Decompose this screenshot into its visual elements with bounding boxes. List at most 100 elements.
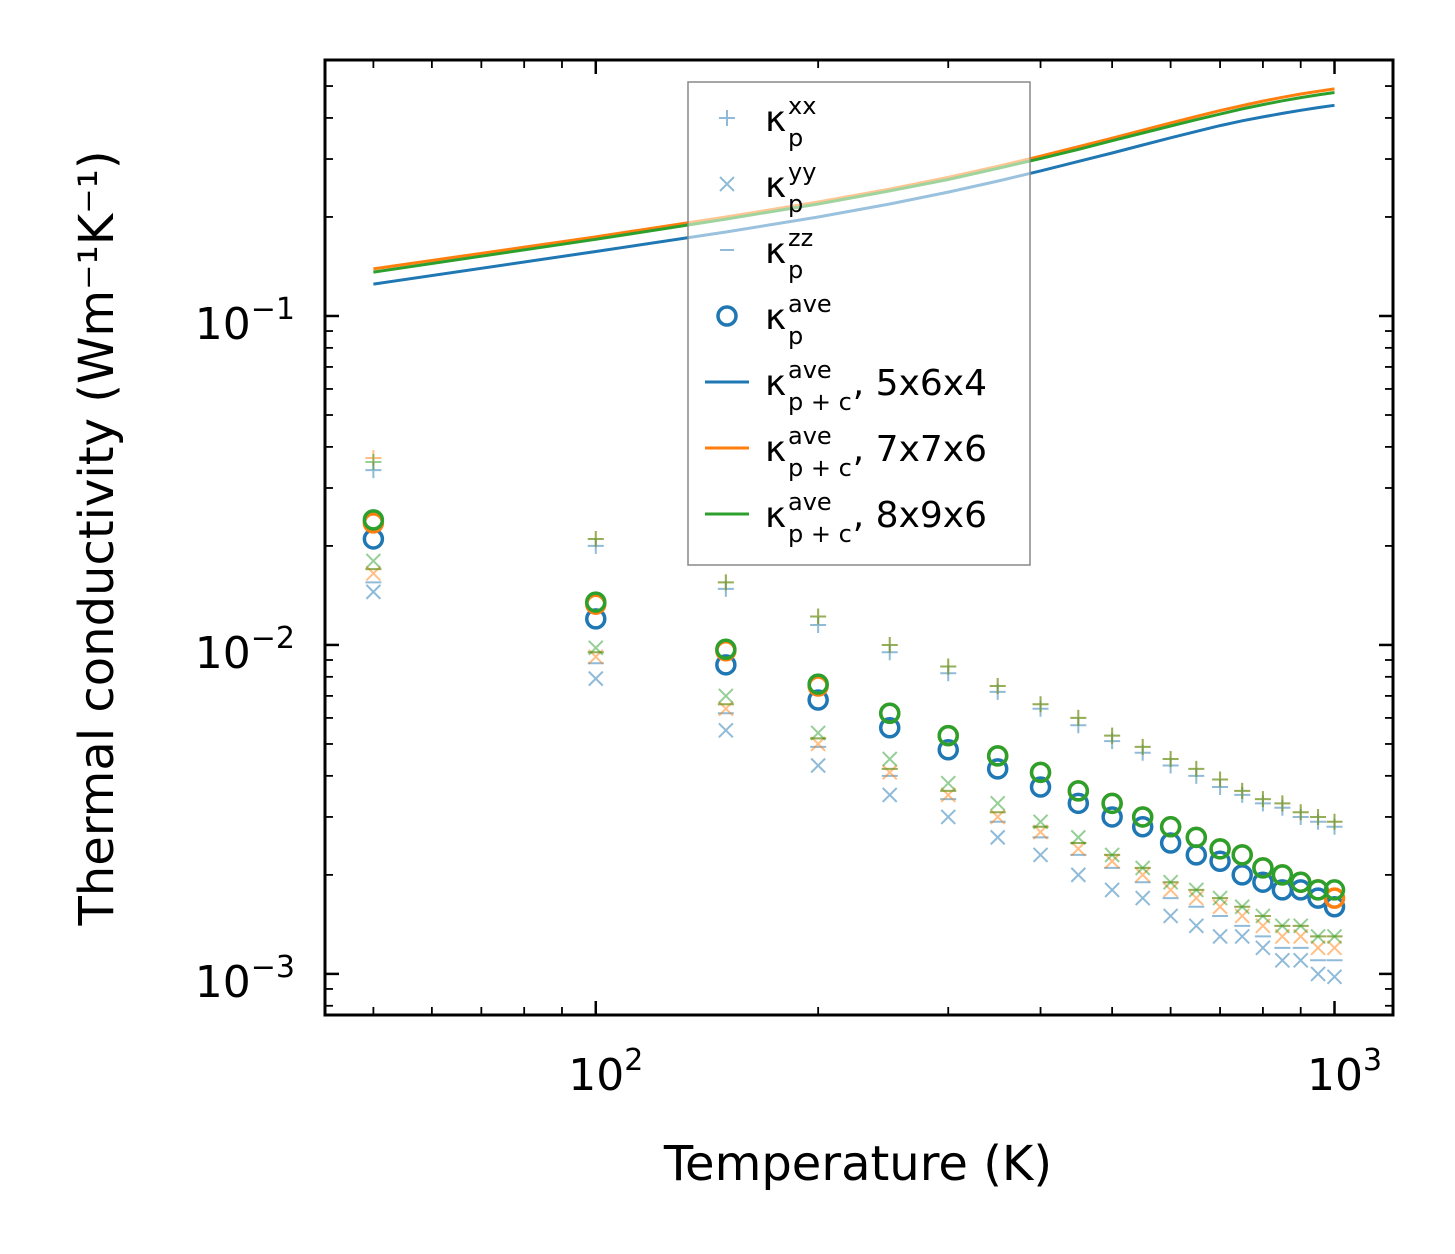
marker-ave xyxy=(1323,879,1346,901)
marker-ave xyxy=(1067,780,1090,802)
legend-sup: ave xyxy=(788,488,832,516)
marker-xx xyxy=(989,678,1006,695)
marker-yy xyxy=(1134,890,1151,906)
marker-yy xyxy=(882,787,898,803)
marker-ave xyxy=(1252,857,1274,879)
marker-yy xyxy=(1070,867,1087,883)
legend-symbol: κ xyxy=(765,165,786,206)
marker-yy xyxy=(989,829,1006,846)
marker-xx xyxy=(365,453,382,470)
legend-symbol: κ xyxy=(765,99,786,140)
marker-xx xyxy=(1162,751,1179,768)
marker-xx xyxy=(1310,808,1327,825)
marker-ave xyxy=(715,638,737,661)
legend-symbol: κ xyxy=(765,363,786,404)
x-axis-title: Temperature (K) xyxy=(663,1136,1052,1192)
legend-item: κ xx p xyxy=(719,92,816,152)
marker-ave xyxy=(1159,816,1182,838)
marker-yy xyxy=(1162,882,1179,898)
legend-sub: p + c xyxy=(788,520,852,548)
marker-xx xyxy=(1070,709,1087,726)
marker-yy xyxy=(1234,928,1250,945)
legend-sub: p xyxy=(788,190,803,218)
marker-yy xyxy=(1134,867,1151,883)
marker-xx xyxy=(1032,696,1049,713)
marker-ave xyxy=(1131,806,1154,828)
legend-item: κ yy p xyxy=(719,158,816,218)
plot-frame xyxy=(323,58,1395,1017)
marker-xx xyxy=(881,636,898,653)
marker-yy xyxy=(718,688,734,704)
marker-ave xyxy=(937,739,959,761)
legend-sup: ave xyxy=(788,356,832,384)
legend-item: κ ave p xyxy=(716,290,832,350)
legend-sub: p + c xyxy=(788,388,852,416)
marker-xx xyxy=(1134,738,1151,755)
tick-labels-layer: 102 103 10−3 10−2 10−1 xyxy=(195,292,1382,1101)
y-tick-label: 10−1 xyxy=(195,292,295,350)
legend-item: κ ave p + c, 8x9x6 xyxy=(705,488,987,548)
marker-yy xyxy=(989,795,1006,812)
y-tick-label: 10−2 xyxy=(195,621,295,679)
legend-sup: yy xyxy=(788,158,816,186)
marker-ave xyxy=(1029,776,1052,798)
marker-ave xyxy=(1101,792,1123,815)
legend-sup: zz xyxy=(788,224,813,252)
marker-yy xyxy=(588,670,604,687)
legend-symbol: κ xyxy=(765,297,786,338)
marker-ave xyxy=(878,702,901,724)
marker-yy xyxy=(1162,908,1179,924)
marker-ave xyxy=(1209,838,1231,860)
legend-box xyxy=(687,81,1031,566)
marker-yy xyxy=(1310,940,1326,956)
marker-ave xyxy=(1289,871,1312,893)
marker-yy xyxy=(1274,952,1291,968)
legend-suffix: , 5x6x4 xyxy=(853,363,987,404)
marker-series-layer xyxy=(362,450,1346,985)
marker-xx xyxy=(587,530,604,547)
marker-yy xyxy=(810,757,826,774)
marker-ave xyxy=(807,689,829,711)
marker-xx xyxy=(810,608,827,625)
marker-ave xyxy=(1159,832,1182,854)
marker-ave xyxy=(878,717,901,739)
legend-item: κ zz p xyxy=(720,224,813,284)
marker-xx xyxy=(1326,813,1343,830)
y-tick-label: 10−3 xyxy=(195,950,295,1008)
legend-symbol: κ xyxy=(765,429,786,470)
marker-xx xyxy=(1188,760,1205,777)
x-tick-label: 103 xyxy=(1307,1043,1382,1101)
marker-ave xyxy=(1067,792,1090,815)
marker-ave xyxy=(1131,816,1154,838)
marker-yy xyxy=(1326,940,1343,956)
marker-yy xyxy=(365,584,382,600)
marker-yy xyxy=(1326,969,1343,985)
marker-xx xyxy=(1292,804,1309,821)
marker-yy xyxy=(940,775,956,791)
marker-ave xyxy=(986,758,1009,780)
marker-yy xyxy=(1032,847,1049,863)
legend-suffix: , 8x9x6 xyxy=(853,495,987,536)
legend-item: κ ave p + c, 7x7x6 xyxy=(705,422,987,482)
legend-sub: p xyxy=(788,322,803,350)
marker-ave xyxy=(1271,864,1294,886)
legend-sup: ave xyxy=(788,290,832,318)
marker-yy xyxy=(1188,918,1205,934)
marker-xx xyxy=(717,574,734,591)
marker-ave xyxy=(1209,850,1231,873)
marker-xx xyxy=(940,658,957,675)
marker-yy xyxy=(1070,841,1087,857)
marker-yy xyxy=(1104,882,1120,898)
legend-handle-x xyxy=(719,176,735,192)
marker-ave xyxy=(1185,826,1208,849)
marker-yy xyxy=(1104,853,1120,869)
marker-xx xyxy=(1254,791,1271,808)
marker-ave xyxy=(1231,864,1253,886)
marker-ave xyxy=(1252,871,1274,893)
marker-yy xyxy=(718,722,734,739)
marker-ave xyxy=(1101,806,1123,828)
marker-yy xyxy=(1310,966,1326,982)
marker-yy xyxy=(1212,928,1228,945)
